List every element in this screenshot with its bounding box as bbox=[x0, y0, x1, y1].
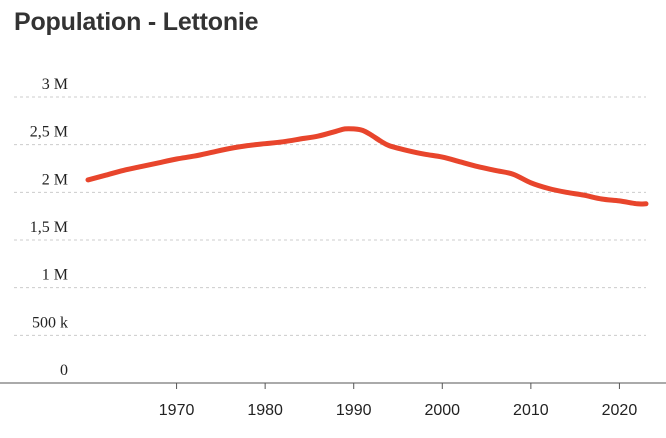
chart-title: Population - Lettonie bbox=[14, 8, 259, 36]
y-tick-label: 1 M bbox=[42, 267, 68, 284]
y-tick-label: 0 bbox=[60, 362, 68, 379]
y-tick-label: 1,5 M bbox=[30, 219, 68, 236]
x-tick-label: 2010 bbox=[513, 402, 549, 419]
x-tick-label: 2000 bbox=[424, 402, 460, 419]
x-tick-label: 1970 bbox=[159, 402, 195, 419]
x-tick-label: 1980 bbox=[247, 402, 283, 419]
y-tick-label: 2,5 M bbox=[30, 124, 68, 141]
y-tick-label: 2 M bbox=[42, 171, 68, 188]
population-series-line bbox=[85, 126, 649, 207]
x-axis-ticks: 1970 1980 1990 2000 2010 2020 bbox=[159, 383, 638, 419]
y-tick-label: 500 k bbox=[32, 314, 68, 331]
y-tick-label: 3 M bbox=[42, 76, 68, 93]
y-axis-ticks: 0 500 k 1 M 1,5 M 2 M 2,5 M 3 M bbox=[30, 76, 68, 379]
x-tick-label: 1990 bbox=[336, 402, 372, 419]
series-group bbox=[85, 126, 649, 207]
x-tick-label: 2020 bbox=[602, 402, 638, 419]
